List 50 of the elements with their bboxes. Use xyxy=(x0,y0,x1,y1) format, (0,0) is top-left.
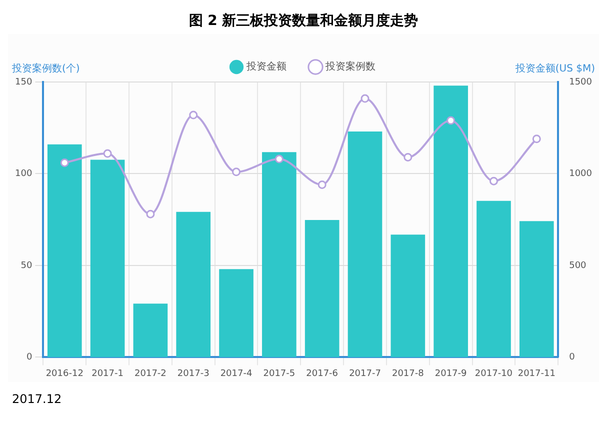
point xyxy=(360,94,370,103)
bar xyxy=(176,212,211,358)
bar xyxy=(348,132,382,358)
y-tick-label: 0 xyxy=(26,352,32,363)
y-tick-label: 150 xyxy=(14,77,32,88)
bar xyxy=(390,234,426,358)
y2-tick-label: 1000 xyxy=(569,169,592,180)
point xyxy=(532,134,541,144)
x-tick-label: 2017-3 xyxy=(177,368,210,379)
bar xyxy=(219,269,254,358)
bar xyxy=(262,152,296,358)
point xyxy=(274,154,284,164)
y2-tick-label: 1500 xyxy=(569,77,592,88)
point xyxy=(318,180,326,189)
point xyxy=(232,168,241,176)
x-tick-label: 2017-1 xyxy=(92,368,124,379)
point xyxy=(103,149,112,158)
bar xyxy=(519,221,554,358)
x-tick-label: 2017-5 xyxy=(263,368,296,379)
y2-tick-label: 0 xyxy=(569,352,576,363)
x-tick-label: 2017-10 xyxy=(474,368,513,379)
bar xyxy=(304,220,340,358)
text: 2017.12 xyxy=(11,392,63,406)
y2-tick-label: 500 xyxy=(569,260,587,271)
bar xyxy=(476,200,511,358)
x-tick-label: 2017-11 xyxy=(518,368,556,379)
chart-title: 图 2 新三板投资数量和金额月度走势 xyxy=(188,12,420,31)
point xyxy=(60,158,69,167)
legend-label: 投资案例数 xyxy=(324,60,376,73)
point xyxy=(489,176,498,186)
x-tick-label: 2017-2 xyxy=(134,368,166,379)
x-tick-label: 2017-8 xyxy=(392,368,424,379)
y-tick-label: 50 xyxy=(20,260,32,271)
x-tick-label: 2017-9 xyxy=(434,368,468,379)
x-tick-label: 2017-4 xyxy=(220,368,252,379)
bar xyxy=(47,144,82,358)
y-tick-label: 100 xyxy=(14,169,32,180)
point xyxy=(446,116,456,125)
x-tick-label: 2016-12 xyxy=(46,368,84,379)
point xyxy=(404,152,412,162)
bar xyxy=(90,160,125,358)
x-tick-label: 2017-7 xyxy=(349,368,381,379)
y-axis-title: 投资案例数(个) xyxy=(11,62,80,75)
bar xyxy=(434,86,468,358)
bar xyxy=(133,304,168,358)
x-tick-label: 2017-6 xyxy=(306,368,338,379)
point xyxy=(146,210,155,218)
y2-axis-title: 投资金额(US $M) xyxy=(514,62,596,75)
point xyxy=(189,110,198,120)
legend-label: 投资金额 xyxy=(246,60,286,73)
